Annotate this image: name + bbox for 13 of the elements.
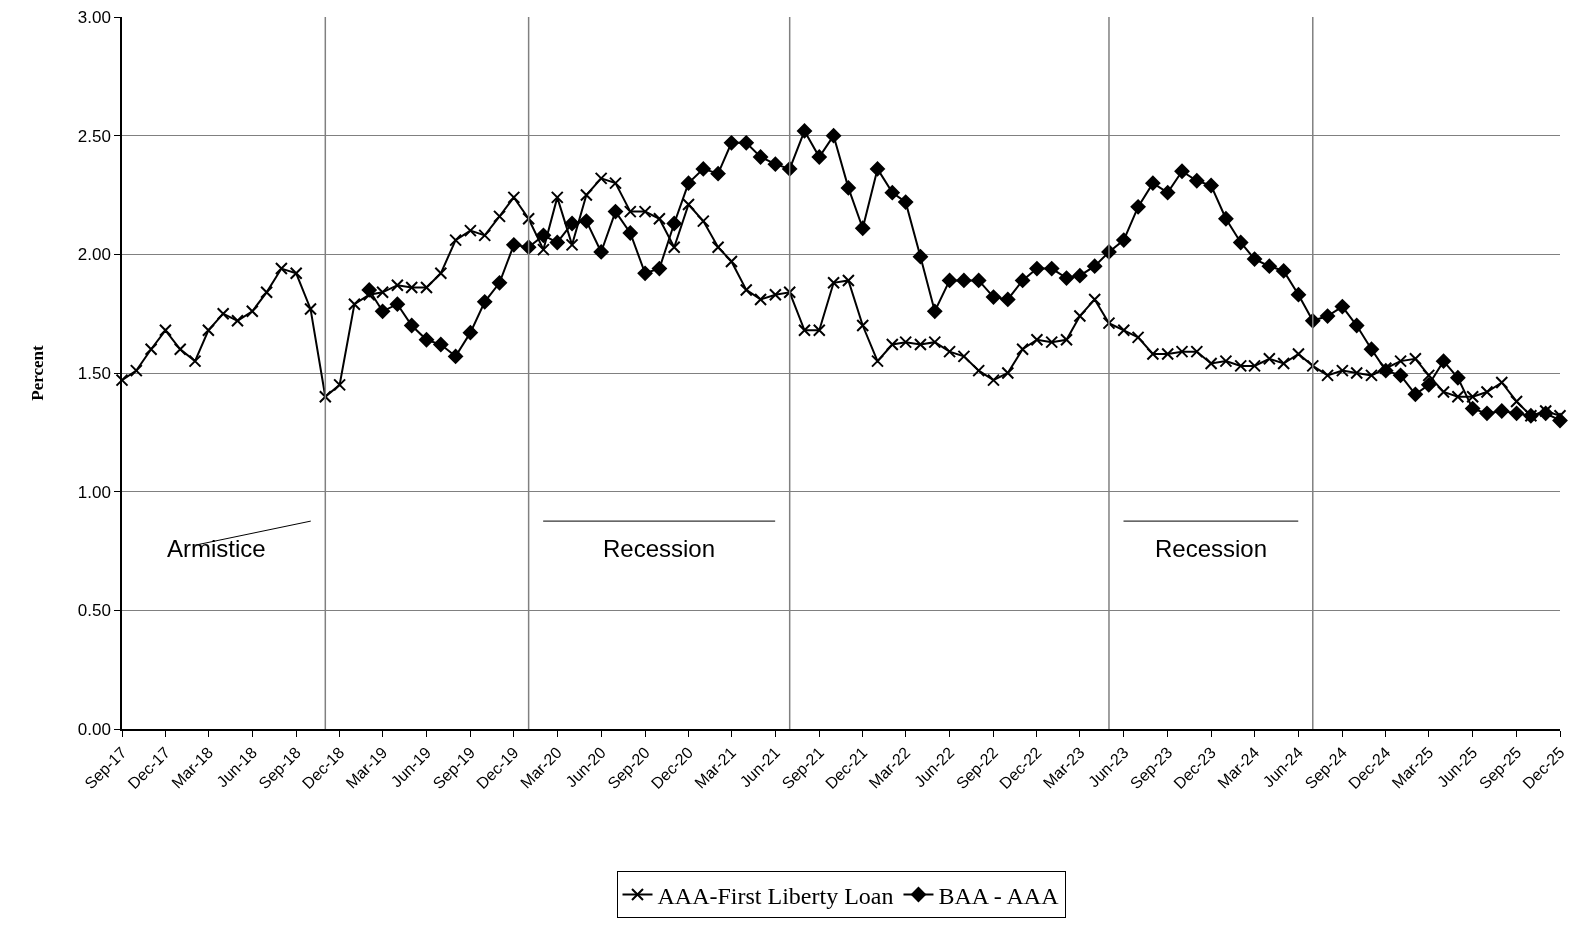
y-tick-label: 3.00 bbox=[77, 7, 111, 27]
annotation: Armistice bbox=[167, 535, 266, 562]
y-tick-label: 0.50 bbox=[77, 601, 111, 621]
y-tick-label: 1.50 bbox=[77, 363, 111, 383]
y-tick-label: 2.00 bbox=[77, 245, 111, 265]
y-tick-label: 1.00 bbox=[77, 482, 111, 502]
legend-label: BAA - AAA bbox=[938, 882, 1060, 909]
y-tick-label: 0.00 bbox=[77, 719, 111, 739]
y-axis-title: Percent bbox=[27, 344, 47, 401]
legend-label: AAA-First Liberty Loan bbox=[657, 882, 894, 909]
annotation: Recession bbox=[603, 535, 716, 562]
y-tick-label: 2.50 bbox=[77, 126, 111, 146]
annotation: Recession bbox=[1155, 535, 1268, 562]
